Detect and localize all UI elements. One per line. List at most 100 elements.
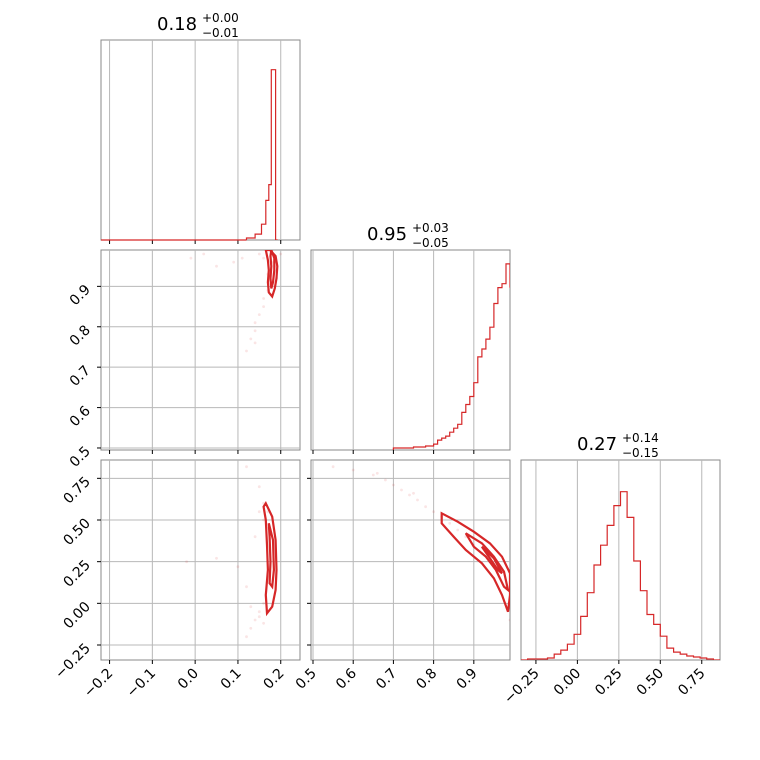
y-tick-label-p1: 0.9 bbox=[67, 282, 94, 309]
sample-point bbox=[253, 321, 257, 325]
scatter-frame-p0-p2 bbox=[100, 459, 301, 661]
sample-point bbox=[257, 610, 261, 614]
sample-point bbox=[331, 465, 335, 469]
title-p1: 0.95 +0.03 −0.05 bbox=[367, 221, 449, 250]
sample-point bbox=[245, 465, 248, 469]
sample-point bbox=[279, 252, 283, 256]
sample-point bbox=[257, 485, 261, 489]
sample-point bbox=[189, 256, 193, 260]
title-p2: 0.27 +0.14 −0.15 bbox=[577, 431, 659, 460]
sample-point bbox=[448, 521, 452, 525]
title-p2-value: 0.27 bbox=[577, 434, 617, 455]
title-p0-value: 0.18 bbox=[157, 14, 197, 35]
x-tick-labels-p0: −0.2 −0.1 0.0 0.1 0.2 bbox=[81, 666, 288, 701]
contour-level-1 bbox=[464, 532, 510, 593]
histogram-panel-p2 bbox=[520, 459, 721, 664]
sample-point bbox=[416, 498, 419, 502]
scatter-panel-p0-p2 bbox=[97, 459, 301, 664]
x-tick-label-p2: 0.50 bbox=[634, 666, 667, 699]
sample-point bbox=[253, 618, 257, 622]
title-p0: 0.18 +0.00 −0.01 bbox=[157, 11, 239, 40]
y-tick-label-p2: 0.50 bbox=[60, 516, 93, 549]
histogram-panel-p0 bbox=[100, 39, 301, 244]
sample-point bbox=[253, 535, 257, 539]
sample-point bbox=[253, 329, 257, 333]
sample-point bbox=[456, 528, 460, 532]
sample-point bbox=[232, 260, 236, 264]
y-tick-label-p2: 0.00 bbox=[60, 599, 93, 632]
x-tick-label-p0: −0.2 bbox=[81, 666, 116, 701]
sample-point bbox=[249, 626, 253, 630]
contour-level-0 bbox=[262, 501, 278, 617]
scatter-panel-p1-p2 bbox=[307, 459, 511, 664]
sample-point bbox=[236, 565, 240, 569]
scatter-content-p0-p1 bbox=[189, 250, 283, 353]
sample-point bbox=[245, 585, 248, 589]
contour-level-2 bbox=[480, 545, 503, 575]
contour-level-1 bbox=[267, 523, 276, 590]
sample-point bbox=[262, 297, 265, 300]
sample-point bbox=[262, 601, 265, 605]
y-tick-label-p1: 0.5 bbox=[67, 443, 94, 470]
sample-point bbox=[262, 621, 265, 625]
scatter-frame-p0-p1 bbox=[100, 249, 301, 451]
y-tick-label-p2: 0.25 bbox=[60, 557, 93, 590]
sample-point bbox=[432, 510, 435, 514]
sample-point bbox=[245, 349, 248, 353]
sample-point bbox=[240, 256, 244, 260]
contour-level-0 bbox=[264, 250, 279, 299]
sample-point bbox=[408, 493, 411, 497]
contour-level-1 bbox=[269, 250, 276, 289]
title-p2-plus: +0.14 bbox=[622, 431, 659, 445]
sample-point bbox=[424, 505, 427, 509]
sample-point bbox=[215, 556, 218, 560]
histogram-frame-p0 bbox=[100, 39, 301, 241]
y-tick-labels-p2: −0.25 0.00 0.25 0.50 0.75 bbox=[52, 474, 94, 682]
sample-point bbox=[249, 337, 253, 341]
x-tick-label-p2: 0.00 bbox=[551, 666, 584, 699]
title-p1-plus: +0.03 bbox=[412, 221, 449, 235]
x-tick-label-p0: 0.0 bbox=[175, 666, 202, 693]
sample-point bbox=[412, 491, 415, 495]
sample-point bbox=[371, 473, 375, 477]
x-tick-label-p0: 0.2 bbox=[261, 666, 288, 693]
x-tick-labels-p1: 0.5 0.6 0.7 0.8 0.9 bbox=[293, 665, 481, 692]
sample-point bbox=[262, 305, 265, 308]
scatter-panel-p0-p1 bbox=[97, 249, 301, 454]
scatter-content-p1-p2 bbox=[331, 465, 510, 622]
sample-point bbox=[257, 252, 261, 256]
title-p1-minus: −0.05 bbox=[412, 236, 449, 250]
x-tick-label-p2: 0.25 bbox=[592, 666, 625, 699]
sample-point bbox=[262, 518, 265, 522]
title-p1-value: 0.95 bbox=[367, 224, 407, 245]
histogram-frame-p2 bbox=[520, 459, 721, 661]
x-tick-label-p0: 0.1 bbox=[218, 666, 245, 693]
title-p0-minus: −0.01 bbox=[202, 26, 239, 40]
sample-point bbox=[253, 341, 257, 345]
sample-point bbox=[249, 605, 253, 609]
histogram-panel-p1 bbox=[310, 249, 511, 454]
title-p0-plus: +0.00 bbox=[202, 11, 239, 25]
x-tick-label-p1: 0.8 bbox=[413, 666, 440, 693]
title-p2-minus: −0.15 bbox=[622, 446, 659, 460]
x-tick-label-p1: 0.6 bbox=[333, 665, 360, 692]
y-tick-label-p1: 0.8 bbox=[67, 322, 94, 349]
sample-point bbox=[384, 478, 387, 482]
scatter-frame-p1-p2 bbox=[310, 459, 511, 661]
x-tick-label-p1: 0.5 bbox=[293, 666, 320, 693]
x-tick-label-p2: −0.25 bbox=[501, 666, 543, 708]
y-tick-label-p1: 0.7 bbox=[67, 363, 94, 390]
sample-point bbox=[215, 264, 218, 268]
scatter-content-p0-p2 bbox=[185, 465, 278, 639]
x-tick-label-p1: 0.7 bbox=[373, 666, 400, 693]
sample-point bbox=[392, 483, 395, 487]
sample-point bbox=[375, 471, 379, 475]
histogram-step-p1 bbox=[392, 263, 510, 450]
sample-point bbox=[262, 256, 265, 260]
sample-point bbox=[245, 635, 248, 639]
x-tick-label-p1: 0.9 bbox=[454, 666, 481, 693]
x-tick-label-p2: 0.75 bbox=[675, 666, 708, 699]
sample-point bbox=[257, 615, 261, 619]
x-tick-label-p0: −0.1 bbox=[124, 666, 159, 701]
